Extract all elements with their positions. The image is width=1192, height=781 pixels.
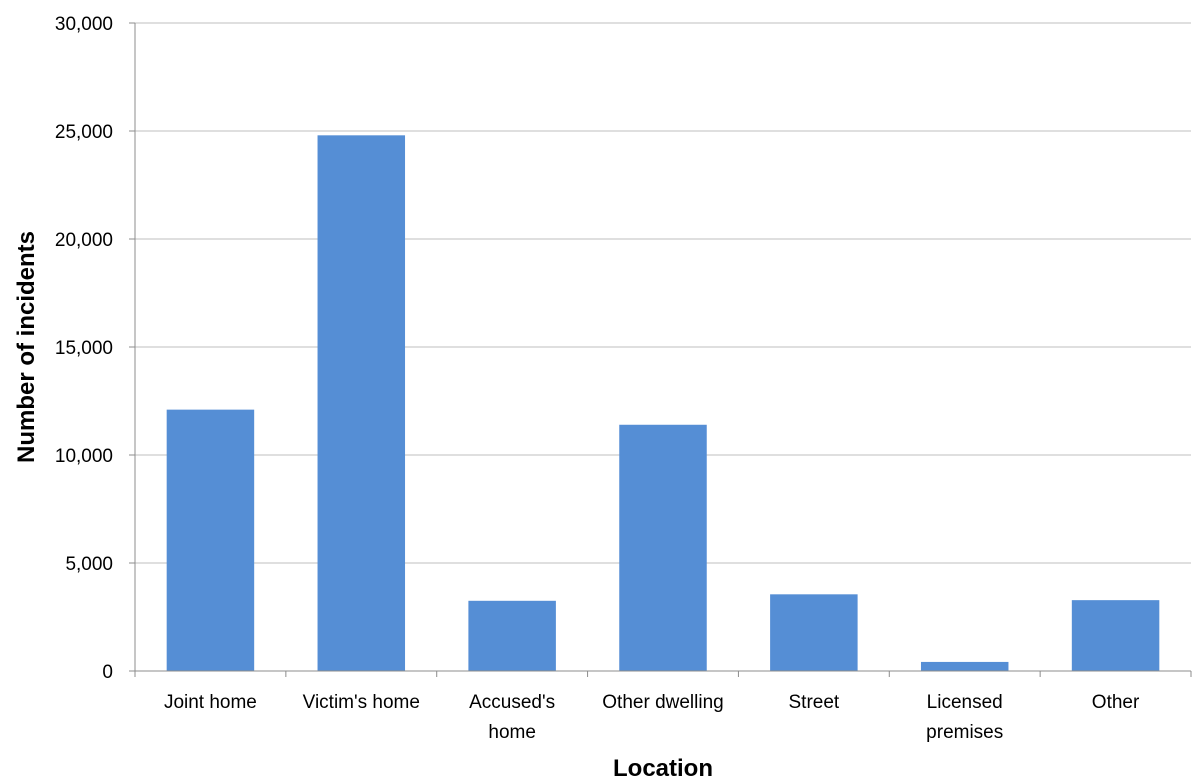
x-tick-label: Accused's home: [469, 692, 555, 743]
y-tick-labels: 0 5,000 10,000 15,000 20,000 25,000 30,000: [55, 14, 113, 683]
bar: [770, 594, 858, 671]
y-tick-label: 15,000: [55, 338, 113, 359]
bar: [1071, 600, 1160, 671]
bar: [317, 135, 406, 671]
x-tick-label: Licensed premises: [926, 692, 1003, 743]
y-tick-label: 0: [102, 662, 113, 683]
bar: [468, 600, 556, 671]
y-tick-label: 10,000: [55, 446, 113, 467]
bar: [920, 661, 1009, 671]
y-tick-label: 20,000: [55, 230, 113, 251]
x-tick-label: Street: [789, 692, 840, 713]
y-axis-title: Number of incidents: [13, 231, 40, 463]
y-tick-label: 25,000: [55, 122, 113, 143]
bar: [619, 424, 707, 671]
bars: [166, 135, 1160, 671]
bar: [166, 409, 255, 671]
y-tick-label: 30,000: [55, 14, 113, 35]
gridlines: [135, 22, 1191, 564]
axes: [129, 22, 1192, 677]
y-tick-label: 5,000: [65, 554, 113, 575]
x-axis-title: Location: [613, 755, 713, 781]
x-tick-labels: Joint home Victim's home Accused's home Othe…: [164, 692, 1140, 743]
x-tick-label: Joint home: [164, 692, 257, 713]
x-tick-label: Other: [1092, 692, 1140, 713]
x-tick-label: Other dwelling: [602, 692, 723, 713]
x-tick-label: Victim's home: [303, 692, 420, 713]
